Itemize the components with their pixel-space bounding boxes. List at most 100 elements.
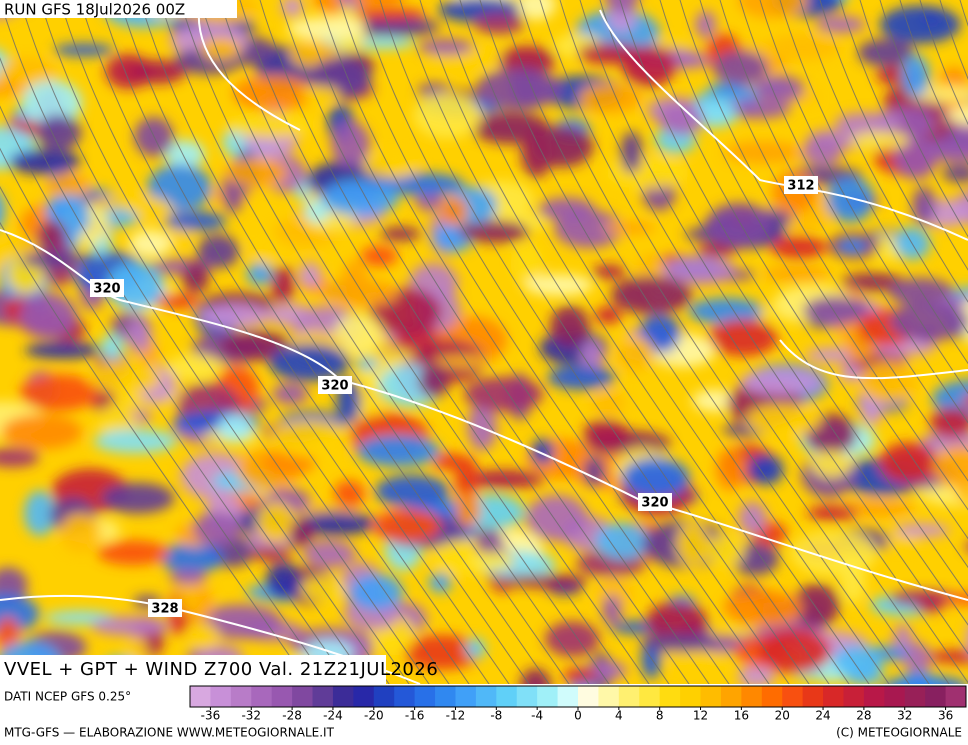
streamline xyxy=(319,0,730,684)
colorbar-swatch xyxy=(271,686,293,707)
field-blob xyxy=(942,164,968,183)
colorbar-swatch xyxy=(618,686,640,707)
field-blob xyxy=(333,314,383,356)
field-blob xyxy=(510,242,544,285)
field-blob xyxy=(434,355,498,368)
field-blob xyxy=(428,572,452,593)
field-blob xyxy=(620,131,643,174)
field-blob xyxy=(281,0,304,17)
field-blob xyxy=(182,261,210,294)
field-blob xyxy=(187,622,220,651)
label-bg xyxy=(638,493,672,511)
field-blob xyxy=(933,445,968,489)
colorbar-tick-label: 20 xyxy=(775,709,790,723)
colorbar-swatch xyxy=(516,686,538,707)
contour-line xyxy=(197,0,301,131)
colorbar-swatch xyxy=(292,686,314,707)
streamline xyxy=(0,56,390,684)
field-blob xyxy=(360,17,440,36)
colorbar-swatch xyxy=(251,686,273,707)
colorbar-tick-label: -32 xyxy=(241,709,261,723)
field-blob xyxy=(611,275,692,315)
field-blob xyxy=(21,80,83,127)
field-blob xyxy=(639,314,681,353)
field-blob xyxy=(151,293,200,309)
field-blob xyxy=(126,318,153,354)
colorbar-swatch xyxy=(332,686,354,707)
field-blob xyxy=(583,456,606,487)
field-blob xyxy=(0,79,27,97)
streamline xyxy=(39,0,450,684)
streamline xyxy=(359,0,770,684)
field-blob xyxy=(661,255,737,285)
field-blob xyxy=(356,435,441,467)
streamline xyxy=(0,221,310,684)
field-blob xyxy=(503,574,588,588)
field-blob xyxy=(833,645,884,678)
streamline xyxy=(859,0,968,238)
field-blob xyxy=(705,534,746,567)
field-blob xyxy=(333,480,365,508)
streamline xyxy=(19,0,430,684)
streamline xyxy=(139,0,550,684)
contour-line xyxy=(779,339,968,380)
field-blob xyxy=(298,261,322,289)
field-blob xyxy=(200,37,241,61)
field-blob xyxy=(268,344,350,382)
field-blob xyxy=(413,93,482,139)
streamline xyxy=(159,0,570,684)
streamline xyxy=(519,0,930,684)
field-blob xyxy=(305,200,329,223)
field-blob xyxy=(24,341,102,359)
colorbar-swatch xyxy=(945,686,967,707)
streamline xyxy=(259,0,670,684)
label-bg xyxy=(318,376,352,394)
field-blob xyxy=(198,303,271,329)
field-blob xyxy=(0,193,6,228)
field-blob xyxy=(499,45,556,76)
field-blob xyxy=(265,561,302,599)
field-blob xyxy=(764,33,841,61)
colorbar-swatch xyxy=(475,686,497,707)
colorbar: -36 -32 -28 -24 -20 -16 -12 -8 -4 0 4 8 12 16 20 24 28 32… xyxy=(189,685,967,723)
field-blob xyxy=(46,172,91,200)
field-blob xyxy=(271,266,295,304)
field-blob xyxy=(353,7,427,21)
field-blob xyxy=(225,157,288,188)
streamline xyxy=(199,0,610,684)
contour-line xyxy=(599,9,968,241)
field-blob xyxy=(164,211,227,231)
colorbar-tick-label: -20 xyxy=(364,709,384,723)
field-blob xyxy=(601,594,623,625)
streamline xyxy=(739,0,968,424)
field-blob xyxy=(19,374,99,411)
map-title: VVEL + GPT + WIND Z700 Val. 21Z21JUL2026 xyxy=(4,659,438,680)
streamline xyxy=(879,0,968,203)
field-blob xyxy=(705,202,773,249)
field-blob xyxy=(375,474,449,508)
field-blob xyxy=(36,114,82,151)
field-blob xyxy=(615,336,654,373)
streamline xyxy=(119,0,530,684)
colorbar-tick-label: -4 xyxy=(531,709,543,723)
colorbar-tick-label: 16 xyxy=(734,709,749,723)
field-blob xyxy=(646,601,708,642)
field-blob xyxy=(467,402,498,451)
field-blob xyxy=(857,39,914,67)
field-blob xyxy=(272,383,309,405)
title-bg xyxy=(0,655,386,684)
field-blob xyxy=(835,112,902,133)
field-blob xyxy=(793,584,840,627)
field-blob xyxy=(463,376,544,412)
streamline xyxy=(619,0,968,597)
contour-label: 320 xyxy=(641,496,668,511)
field-blob xyxy=(580,339,605,372)
streamline xyxy=(819,0,968,303)
field-blob xyxy=(840,273,904,291)
contour-label: 312 xyxy=(787,179,814,194)
colorbar-swatch xyxy=(537,686,559,707)
streamline xyxy=(579,0,968,655)
colorbar-swatch xyxy=(802,686,824,707)
field-blob xyxy=(692,389,740,412)
